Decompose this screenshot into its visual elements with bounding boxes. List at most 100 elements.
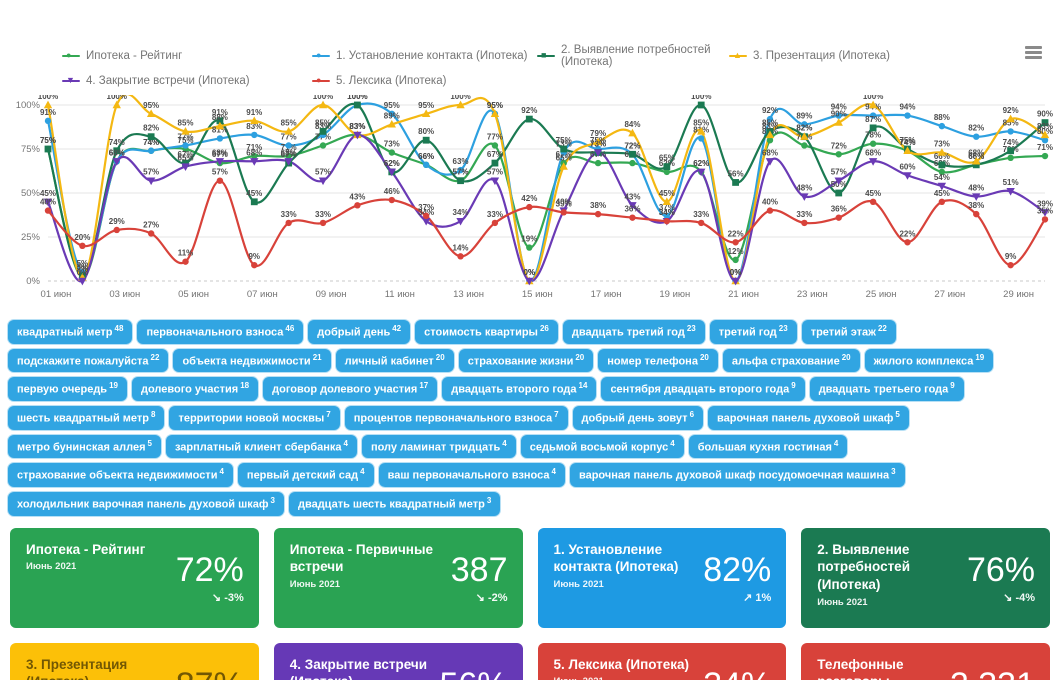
keyword-chip[interactable]: объекта недвижимости 21 bbox=[173, 348, 331, 373]
data-point-marker[interactable] bbox=[456, 217, 465, 226]
kpi-card-4[interactable]: 2. Выявление потребностей (Ипотека) Июнь … bbox=[801, 527, 1050, 628]
data-point-marker[interactable] bbox=[147, 147, 155, 154]
data-point-marker[interactable] bbox=[147, 133, 155, 141]
data-point-marker[interactable] bbox=[938, 122, 946, 130]
data-point-marker[interactable] bbox=[422, 136, 430, 144]
legend-item-2[interactable]: ● 1. Установление контакта (Ипотека) bbox=[312, 44, 537, 68]
data-point-marker[interactable] bbox=[937, 148, 947, 156]
data-point-marker[interactable] bbox=[972, 161, 980, 169]
data-point-marker[interactable] bbox=[697, 101, 705, 109]
data-point-marker[interactable] bbox=[421, 217, 431, 226]
data-point-marker[interactable] bbox=[182, 258, 189, 265]
data-point-marker[interactable] bbox=[181, 163, 190, 171]
keyword-chip[interactable]: метро бунинская аллея 5 bbox=[8, 434, 161, 459]
data-point-marker[interactable] bbox=[422, 161, 430, 169]
data-point-marker[interactable] bbox=[457, 253, 464, 260]
data-point-marker[interactable] bbox=[972, 156, 981, 165]
data-point-marker[interactable] bbox=[421, 109, 431, 117]
data-point-marker[interactable] bbox=[1007, 154, 1014, 161]
data-point-marker[interactable] bbox=[732, 239, 739, 246]
data-point-marker[interactable] bbox=[559, 162, 568, 170]
data-point-marker[interactable] bbox=[78, 277, 87, 286]
data-point-marker[interactable] bbox=[146, 177, 156, 186]
data-point-marker[interactable] bbox=[1006, 188, 1015, 196]
data-point-marker[interactable] bbox=[973, 210, 980, 218]
data-point-marker[interactable] bbox=[593, 137, 603, 146]
data-point-marker[interactable] bbox=[146, 109, 156, 117]
data-point-marker[interactable] bbox=[937, 182, 947, 191]
data-point-marker[interactable] bbox=[147, 230, 155, 237]
data-point-marker[interactable] bbox=[663, 168, 671, 176]
data-point-marker[interactable] bbox=[560, 209, 567, 216]
keyword-chip[interactable]: полу ламинат тридцать 4 bbox=[361, 434, 516, 459]
data-point-marker[interactable] bbox=[973, 133, 980, 140]
data-point-marker[interactable] bbox=[1040, 130, 1050, 139]
legend-item-1[interactable]: ● Ипотека - Рейтинг bbox=[62, 44, 312, 68]
data-point-marker[interactable] bbox=[869, 140, 877, 147]
data-point-marker[interactable] bbox=[903, 172, 912, 180]
data-point-marker[interactable] bbox=[903, 146, 912, 154]
data-point-marker[interactable] bbox=[1041, 137, 1049, 144]
data-point-marker[interactable] bbox=[663, 217, 671, 225]
keyword-chip[interactable]: седьмой восьмой корпус 4 bbox=[520, 434, 684, 459]
kpi-card-7[interactable]: 5. Лексика (Ипотека) Июнь 2021 34%↘ -1% bbox=[537, 642, 787, 680]
keyword-chip[interactable]: первую очередь 19 bbox=[8, 377, 127, 401]
data-point-marker[interactable] bbox=[112, 100, 121, 109]
data-point-marker[interactable] bbox=[457, 166, 464, 174]
keyword-chip[interactable]: номер телефона 20 bbox=[598, 348, 718, 373]
data-point-marker[interactable] bbox=[629, 159, 636, 167]
data-point-marker[interactable] bbox=[251, 131, 258, 139]
data-point-marker[interactable] bbox=[215, 158, 225, 166]
data-point-marker[interactable] bbox=[801, 219, 808, 227]
keyword-chip[interactable]: двадцать второго года 14 bbox=[442, 377, 597, 401]
data-point-marker[interactable] bbox=[181, 127, 190, 135]
keyword-chip[interactable]: сентября двадцать второго года 9 bbox=[601, 377, 805, 401]
keyword-chip[interactable]: двадцать третий год 23 bbox=[562, 320, 705, 344]
keyword-chip[interactable]: территории новой москвы 7 bbox=[169, 405, 340, 430]
data-point-marker[interactable] bbox=[1006, 114, 1015, 123]
data-point-marker[interactable] bbox=[44, 207, 52, 214]
data-point-marker[interactable] bbox=[628, 128, 637, 137]
data-point-marker[interactable] bbox=[526, 203, 533, 211]
data-point-marker[interactable] bbox=[868, 100, 878, 109]
data-point-marker[interactable] bbox=[44, 145, 52, 153]
data-point-marker[interactable] bbox=[388, 110, 395, 117]
data-point-marker[interactable] bbox=[766, 137, 774, 144]
kpi-card-5[interactable]: 3. Презентация (Ипотека)Июнь 202187%↘ -8… bbox=[10, 642, 259, 680]
data-point-marker[interactable] bbox=[732, 179, 739, 186]
data-point-marker[interactable] bbox=[629, 150, 636, 158]
legend-item-4[interactable]: ▲ 3. Презентация (Ипотека) bbox=[729, 44, 1040, 68]
data-point-marker[interactable] bbox=[319, 219, 327, 227]
line-chart[interactable]: 0% 25% 50% 75% 100% 01 июн 03 июн 05 июн 07 июн 0… bbox=[0, 92, 1060, 307]
data-point-marker[interactable] bbox=[525, 115, 533, 123]
data-point-marker[interactable] bbox=[765, 130, 775, 139]
data-point-marker[interactable] bbox=[526, 244, 533, 251]
data-point-marker[interactable] bbox=[628, 202, 637, 210]
data-point-marker[interactable] bbox=[318, 177, 328, 186]
data-point-marker[interactable] bbox=[1007, 128, 1014, 135]
keyword-chip[interactable]: добрый день зовут 6 bbox=[572, 405, 704, 430]
data-point-marker[interactable] bbox=[869, 124, 877, 132]
data-point-marker[interactable] bbox=[387, 119, 396, 128]
data-point-marker[interactable] bbox=[354, 101, 361, 109]
data-point-marker[interactable] bbox=[697, 168, 706, 177]
data-point-marker[interactable] bbox=[285, 152, 292, 160]
kpi-card-2[interactable]: Ипотека - Первичные встречи Июнь 2021 387 ↘… bbox=[273, 527, 523, 628]
data-point-marker[interactable] bbox=[387, 168, 396, 177]
keyword-chip[interactable]: страхование объекта недвижимости 4 bbox=[8, 463, 233, 487]
keyword-chip[interactable]: зарплатный клиент сбербанка 4 bbox=[165, 434, 357, 459]
data-point-marker[interactable] bbox=[319, 142, 327, 149]
data-point-marker[interactable] bbox=[422, 212, 430, 220]
data-point-marker[interactable] bbox=[250, 198, 258, 206]
kpi-card-3[interactable]: 1. Установление контакта (Ипотека) Июнь 2… bbox=[537, 527, 787, 628]
kpi-card-8[interactable]: Телефонные разговорыИюнь 20212 331↗ 17% bbox=[801, 642, 1050, 680]
chart-menu-icon[interactable] bbox=[1025, 46, 1042, 59]
keyword-chip[interactable]: подскажите пожалуйста 22 bbox=[8, 348, 169, 373]
data-point-marker[interactable] bbox=[1007, 147, 1015, 155]
data-point-marker[interactable] bbox=[869, 198, 877, 205]
data-point-marker[interactable] bbox=[318, 100, 328, 109]
data-point-marker[interactable] bbox=[456, 100, 465, 109]
data-point-marker[interactable] bbox=[251, 261, 258, 269]
data-point-marker[interactable] bbox=[490, 109, 500, 117]
data-point-marker[interactable] bbox=[904, 239, 911, 246]
